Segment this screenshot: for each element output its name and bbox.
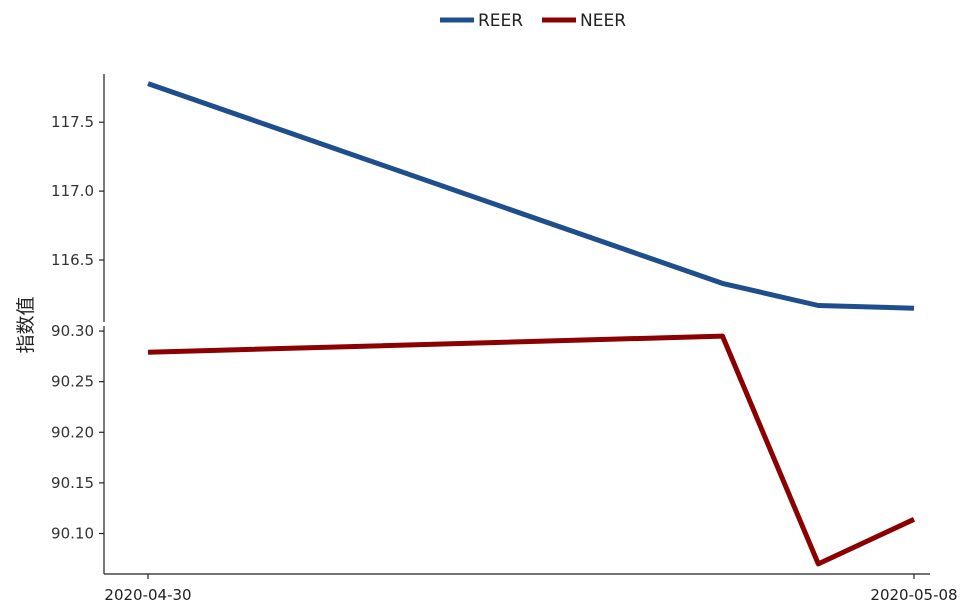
series-line-reer <box>147 81 915 311</box>
y-tick-label-reer-1: 117.0 <box>51 182 94 200</box>
y-tick-label-neer-2: 90.20 <box>51 423 94 441</box>
x-tick-label-0: 2020-04-30 <box>104 586 191 604</box>
y-tick-label-neer-1: 90.25 <box>51 373 94 391</box>
series-line-neer <box>147 333 916 567</box>
chart-marks: 117.5 117.0 116.5 90.30 90.25 90.20 90.15 90.10… <box>51 81 958 604</box>
legend-label-reer: REER <box>478 11 523 31</box>
y-tick-label-neer-4: 90.10 <box>51 525 94 543</box>
legend: REER NEER <box>440 11 626 31</box>
legend-label-neer: NEER <box>580 11 626 31</box>
y-axis-title: 指数值 <box>15 296 37 353</box>
y-tick-label-neer-3: 90.15 <box>51 474 94 492</box>
y-tick-label-neer-0: 90.30 <box>51 322 94 340</box>
x-tick-label-1: 2020-05-08 <box>870 586 957 604</box>
y-tick-label-reer-0: 117.5 <box>51 113 94 131</box>
y-tick-label-reer-2: 116.5 <box>51 251 94 269</box>
